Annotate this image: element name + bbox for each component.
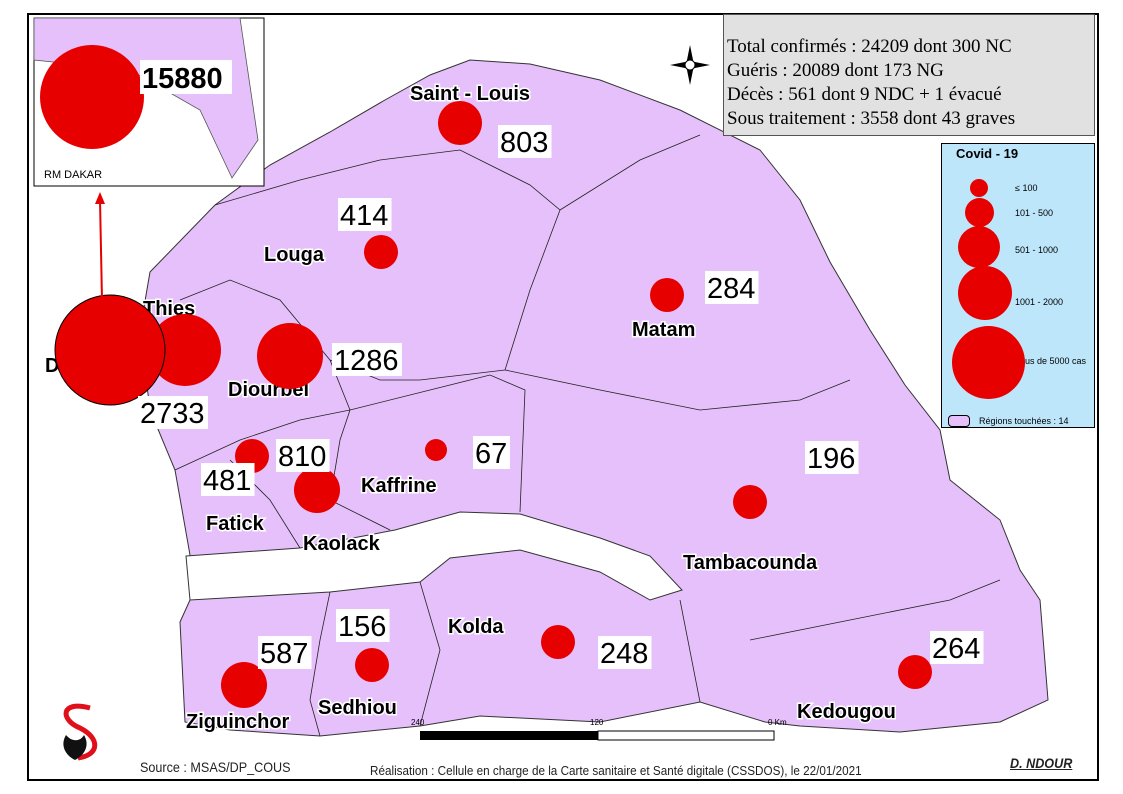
legend-class: 101 - 500 xyxy=(1015,208,1054,218)
map-frame xyxy=(27,13,1099,781)
value-bg xyxy=(336,609,390,642)
inset-arrow xyxy=(99,199,103,301)
legend-circle xyxy=(952,326,1025,399)
value-bg xyxy=(201,463,255,496)
legend-regions: Régions touchées : 14 xyxy=(979,416,1069,426)
case-count: 284 xyxy=(707,273,755,305)
region-name: Kaolack xyxy=(303,533,381,555)
inset-value: 15880 xyxy=(142,63,223,95)
case-count: 810 xyxy=(278,441,326,473)
stat-deaths: Décès : 561 dont 9 NDC + 1 évacué xyxy=(727,84,1002,105)
case-circle xyxy=(221,662,267,708)
case-count: 414 xyxy=(340,200,388,232)
stat-confirmed: Total confirmés : 24209 dont 300 NC xyxy=(727,36,1012,57)
value-bg xyxy=(332,343,402,376)
case-count: 803 xyxy=(500,127,548,159)
case-count: 67 xyxy=(475,438,507,470)
case-count: 248 xyxy=(600,638,648,670)
region-name: Ziguinchor xyxy=(186,711,290,733)
value-bg xyxy=(473,436,510,469)
scale-bar: 240 120 0 Km xyxy=(411,718,787,741)
case-circle xyxy=(438,101,482,145)
arrow-head-icon xyxy=(95,192,105,204)
region-name: Louga xyxy=(264,244,325,266)
case-count: 587 xyxy=(260,638,308,670)
case-circle xyxy=(650,278,684,312)
case-count: 481 xyxy=(203,465,251,497)
case-count: 1286 xyxy=(334,345,399,377)
region-name: Sedhiou xyxy=(318,697,397,719)
inset-value-bg xyxy=(140,60,232,94)
scale-tick: 0 Km xyxy=(768,718,787,727)
case-circle xyxy=(733,485,767,519)
stat-recovered: Guéris : 20089 dont 173 NG xyxy=(727,60,944,81)
legend-class: ≤ 100 xyxy=(1015,183,1038,193)
region-name: Kaffrine xyxy=(361,475,437,497)
legend-circle xyxy=(965,198,994,227)
region-name: Tambacounda xyxy=(683,552,818,574)
legend-class: 1001 - 2000 xyxy=(1015,297,1064,307)
case-circle xyxy=(257,323,323,389)
case-count: 196 xyxy=(807,443,855,475)
legend-circle xyxy=(958,266,1012,320)
case-circle xyxy=(425,439,447,461)
legend-circle xyxy=(958,226,1000,268)
scale-tick: 120 xyxy=(590,718,604,727)
legend-title: Covid - 19 xyxy=(956,146,1019,161)
stats-box: Total confirmés : 24209 dont 300 NC Guér… xyxy=(723,14,1095,136)
value-bg xyxy=(276,439,330,472)
case-count: 264 xyxy=(932,633,980,665)
region-name: Saint - Louis xyxy=(410,83,530,105)
case-circle xyxy=(541,625,575,659)
ministry-logo xyxy=(63,703,98,761)
value-labels: 803 414 284 2733 1286 481 810 67 196 248 156 587 264 xyxy=(138,125,984,670)
region-name: Matam xyxy=(632,319,695,341)
case-circle xyxy=(364,235,398,269)
legend-circle xyxy=(970,179,988,197)
case-circle xyxy=(898,655,932,689)
region-name: Kedougou xyxy=(797,701,896,723)
region-circles xyxy=(54,101,932,708)
value-bg xyxy=(138,396,208,429)
case-circle xyxy=(294,467,340,513)
scale-tick: 240 xyxy=(411,718,425,727)
region-swatch xyxy=(948,415,970,427)
inset-dakar-circle xyxy=(40,45,144,149)
gambia-area xyxy=(185,511,683,601)
value-bg xyxy=(805,441,859,474)
value-bg xyxy=(705,271,759,304)
value-bg xyxy=(258,636,312,669)
value-bg xyxy=(498,125,552,158)
source-text: Source : MSAS/DP_COUS xyxy=(140,759,291,775)
inset-label: RM DAKAR xyxy=(44,169,102,181)
value-bg xyxy=(338,198,392,231)
case-circle xyxy=(149,314,221,386)
north-arrow-icon xyxy=(670,45,710,85)
legend-class: us de 5000 cas xyxy=(1025,356,1087,366)
case-circle xyxy=(54,294,166,406)
value-bg xyxy=(930,631,984,664)
author-text: D. NDOUR xyxy=(1010,755,1073,771)
legend-class: 501 - 1000 xyxy=(1015,245,1059,255)
region-name: Kolda xyxy=(448,616,504,638)
case-count: 2733 xyxy=(140,398,205,430)
value-bg xyxy=(598,636,652,669)
credit-text: Réalisation : Cellule en charge de la Ca… xyxy=(370,763,862,778)
case-count: 156 xyxy=(338,611,386,643)
legend: Covid - 19 ≤ 100 101 - 500 501 - 1000 10… xyxy=(941,143,1095,428)
stat-under-treatment: Sous traitement : 3558 dont 43 graves xyxy=(727,108,1016,129)
case-circle xyxy=(355,648,389,682)
region-name: Fatick xyxy=(206,513,265,535)
